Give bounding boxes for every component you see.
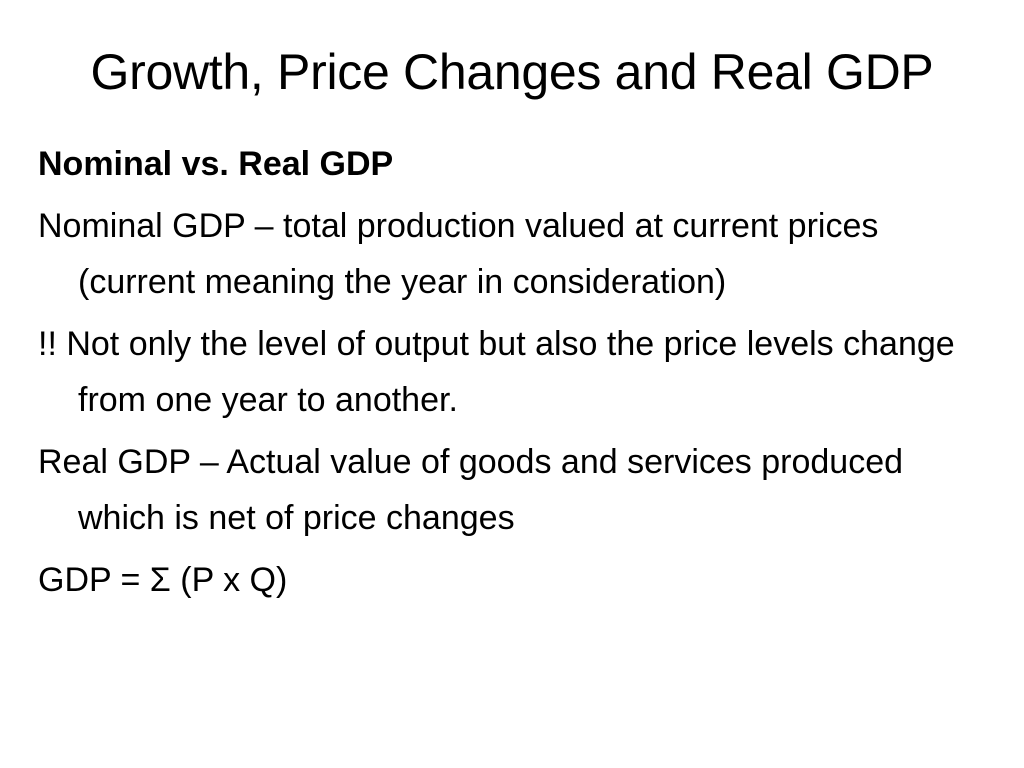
nominal-gdp-definition: Nominal GDP – total production valued at… <box>38 207 879 301</box>
real-gdp-definition: Real GDP – Actual value of goods and ser… <box>38 443 904 537</box>
slide-title: Growth, Price Changes and Real GDP <box>90 44 934 100</box>
price-level-note: !! Not only the level of output but also… <box>38 325 955 419</box>
section-heading: Nominal vs. Real GDP <box>38 145 394 183</box>
gdp-formula: GDP = Σ (P x Q) <box>38 561 288 599</box>
slide-body: Nominal vs. Real GDP Nominal GDP – total… <box>38 136 988 614</box>
